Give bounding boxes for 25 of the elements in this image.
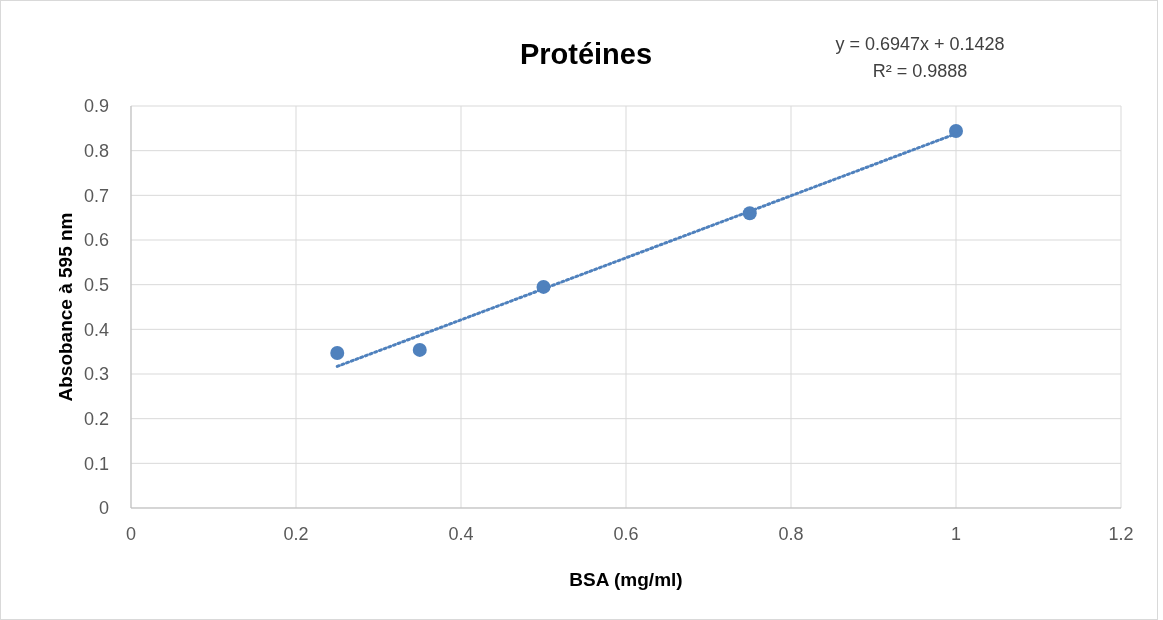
y-tick-label: 0.9 — [83, 96, 109, 117]
x-tick-label: 0.6 — [613, 524, 639, 544]
point — [412, 342, 427, 357]
y-tick-label: 0.1 — [83, 453, 109, 474]
y-tick-label: 0.2 — [83, 408, 109, 429]
point — [330, 346, 345, 361]
x-axis-title: BSA (mg/ml) — [569, 569, 683, 590]
chart-title: Protéines — [519, 38, 653, 70]
text: R² = 0.9888 — [872, 61, 968, 81]
x-tick-label: 0.4 — [448, 524, 474, 544]
y-tick-label: 0.7 — [83, 185, 109, 206]
y-tick-label: 0.8 — [83, 140, 109, 161]
x-tick-label: 0.2 — [283, 524, 309, 544]
text: y = 0.6947x + 0.1428 — [835, 34, 1005, 54]
y-tick-label: 0.5 — [83, 274, 109, 295]
y-tick-label: 0.4 — [83, 319, 109, 340]
y-tick-label: 0 — [98, 498, 109, 519]
y-axis-title: Absobance à 595 nm — [55, 212, 76, 402]
x-tick-label: 1.2 — [1108, 524, 1134, 544]
y-tick-label: 0.6 — [83, 230, 109, 251]
y-tick-label: 0.3 — [83, 364, 109, 385]
x-tick-label: 0.8 — [778, 524, 804, 544]
x-tick-label: 1 — [950, 524, 962, 544]
point — [949, 124, 963, 139]
x-tick-label: 0 — [125, 524, 137, 544]
